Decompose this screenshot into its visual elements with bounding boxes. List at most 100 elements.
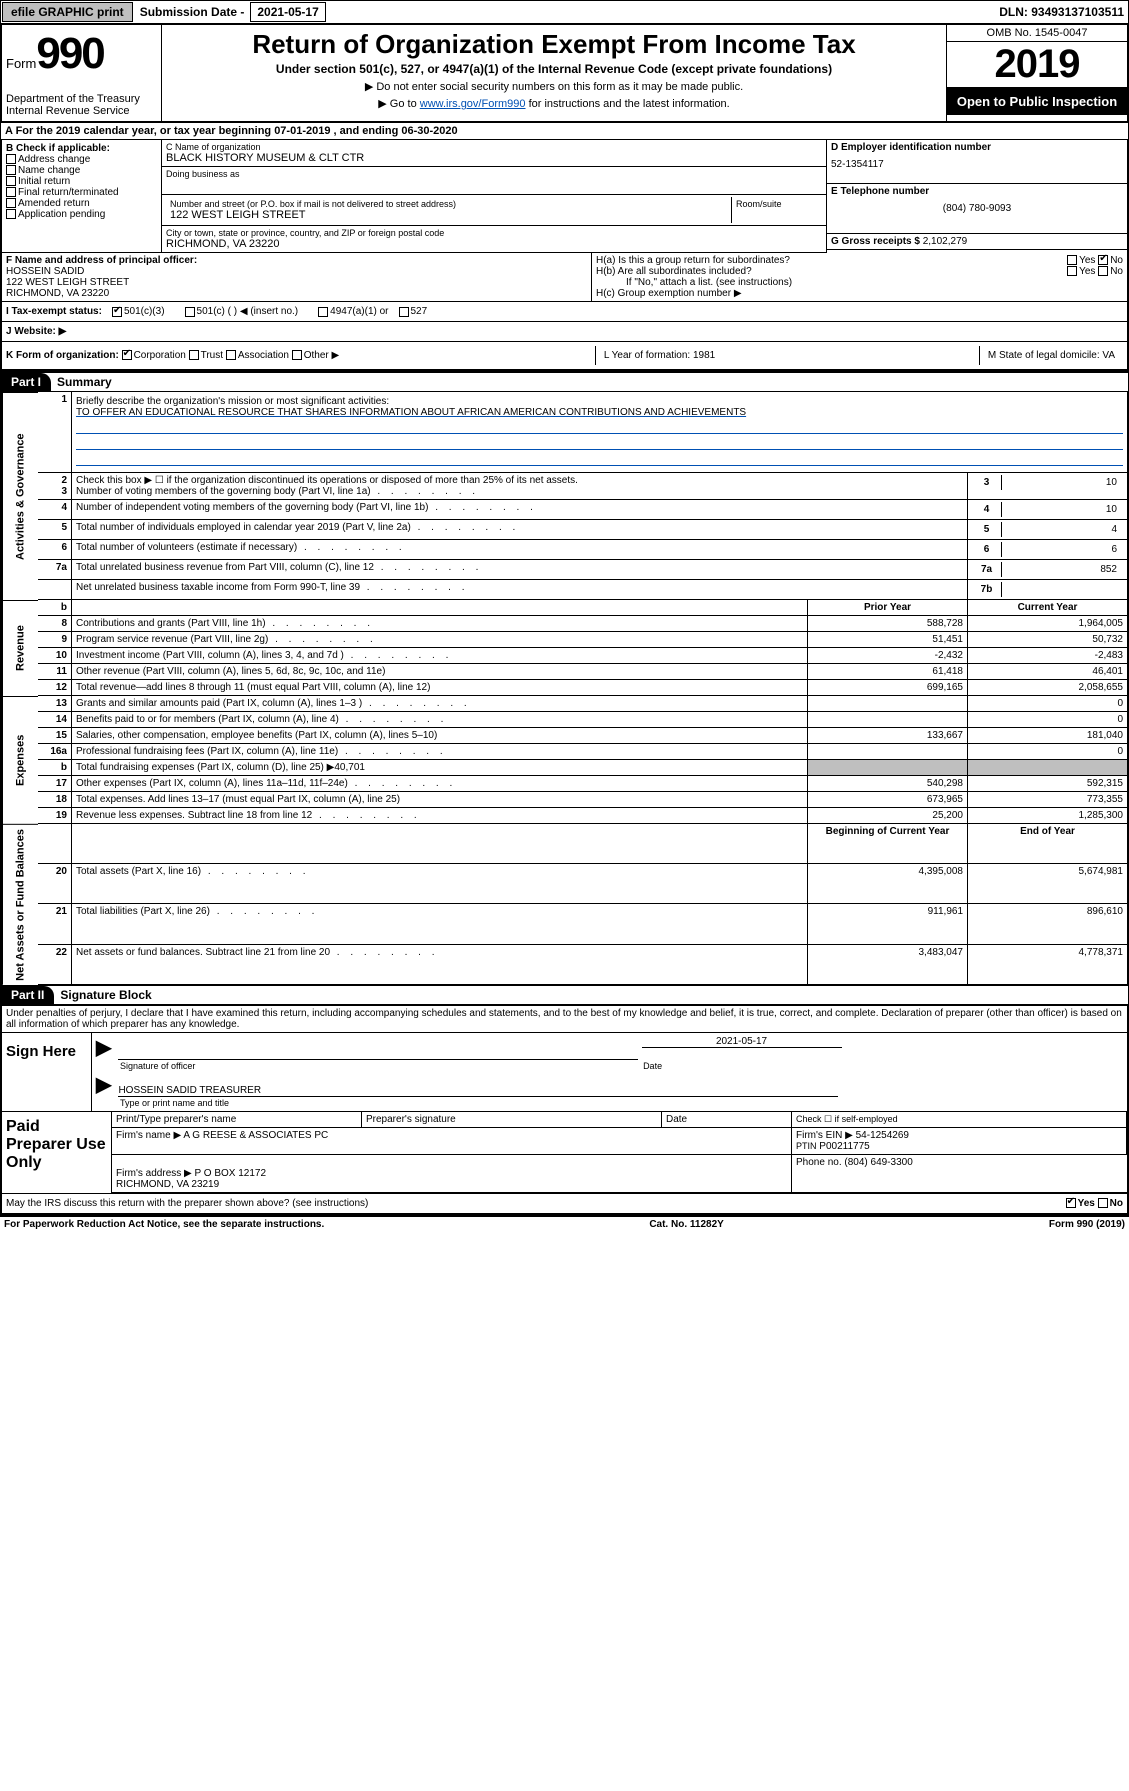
chk-other[interactable] <box>292 350 302 360</box>
chk-corp[interactable] <box>122 350 132 360</box>
discuss-yes[interactable] <box>1066 1198 1076 1208</box>
hc-label: H(c) Group exemption number ▶ <box>596 288 1123 299</box>
officer-addr: 122 WEST LEIGH STREET RICHMOND, VA 23220 <box>6 277 587 299</box>
ln5-val: 4 <box>1002 522 1123 537</box>
firm-addr-cell: Firm's address ▶ P O BOX 12172 RICHMOND,… <box>112 1155 792 1193</box>
state-domicile: M State of legal domicile: VA <box>979 346 1123 365</box>
form-number-cell: Form990 Department of the Treasury Inter… <box>2 25 162 121</box>
prep-sig-head: Preparer's signature <box>362 1112 662 1128</box>
paperwork-notice: For Paperwork Reduction Act Notice, see … <box>4 1219 324 1230</box>
irs-link[interactable]: www.irs.gov/Form990 <box>420 98 526 110</box>
form-word: Form <box>6 56 36 71</box>
rev-head-desc <box>72 600 807 616</box>
vlabel-revenue: Revenue <box>2 600 38 696</box>
l13-curr: 0 <box>967 696 1127 712</box>
discuss-row: May the IRS discuss this return with the… <box>2 1193 1127 1213</box>
efile-button[interactable]: efile GRAPHIC print <box>2 2 133 22</box>
part1-title: Summary <box>51 375 112 389</box>
firm-ein-cell: Firm's EIN ▶ 54-1254269 PTIN P00211775 <box>792 1128 1127 1155</box>
ln7b-val <box>1002 582 1123 597</box>
mission-text: TO OFFER AN EDUCATIONAL RESOURCE THAT SH… <box>76 407 1123 418</box>
firm-ein: 54-1254269 <box>856 1130 909 1141</box>
firm-phone: (804) 649-3300 <box>844 1157 912 1168</box>
website-row: J Website: ▶ <box>0 322 1129 342</box>
officer-label: F Name and address of principal officer: <box>6 255 587 266</box>
l8-curr: 1,964,005 <box>967 616 1127 632</box>
tax-year: 2019 <box>947 42 1127 88</box>
l16a-curr: 0 <box>967 744 1127 760</box>
part2-title: Signature Block <box>54 988 151 1002</box>
chk-address[interactable] <box>6 154 16 164</box>
year-formation: L Year of formation: 1981 <box>595 346 723 365</box>
l22-prior: 3,483,047 <box>807 945 967 985</box>
preparer-grid: Paid Preparer Use Only Print/Type prepar… <box>2 1111 1127 1193</box>
l21-curr: 896,610 <box>967 904 1127 944</box>
gross-label: G Gross receipts $ <box>831 236 923 247</box>
ha-no[interactable] <box>1098 255 1108 265</box>
chk-initial[interactable] <box>6 176 16 186</box>
k-row: K Form of organization: Corporation Trus… <box>0 342 1129 371</box>
ein-label: D Employer identification number <box>831 142 1123 153</box>
box-b: B Check if applicable: Address change Na… <box>2 140 162 253</box>
omb-number: OMB No. 1545-0047 <box>947 25 1127 42</box>
chk-501c3[interactable] <box>112 307 122 317</box>
chk-527[interactable] <box>399 307 409 317</box>
chk-pending[interactable] <box>6 209 16 219</box>
chk-501c[interactable] <box>185 307 195 317</box>
l12-prior: 699,165 <box>807 680 967 696</box>
street-address: 122 WEST LEIGH STREET <box>170 209 727 221</box>
department: Department of the Treasury Internal Reve… <box>6 93 157 117</box>
preparer-side: Paid Preparer Use Only <box>2 1112 112 1193</box>
firm-name: A G REESE & ASSOCIATES PC <box>183 1130 328 1141</box>
form-ref: Form 990 (2019) <box>1049 1219 1125 1230</box>
gross-receipts: 2,102,279 <box>923 236 968 247</box>
top-bar: efile GRAPHIC print Submission Date - 20… <box>0 0 1129 24</box>
submission-label: Submission Date - <box>134 3 251 21</box>
l10-curr: -2,483 <box>967 648 1127 664</box>
open-inspection: Open to Public Inspection <box>947 88 1127 115</box>
ha-yes[interactable] <box>1067 255 1077 265</box>
vlabel-netassets: Net Assets or Fund Balances <box>2 824 38 985</box>
officer-name: HOSSEIN SADID <box>6 266 587 277</box>
ln1-num: 1 <box>38 392 72 473</box>
header-right: OMB No. 1545-0047 2019 Open to Public In… <box>947 25 1127 121</box>
addr-label: Number and street (or P.O. box if mail i… <box>170 199 727 209</box>
l16b-curr <box>967 760 1127 776</box>
l19-curr: 1,285,300 <box>967 808 1127 824</box>
submission-date: 2021-05-17 <box>250 2 325 22</box>
box-b-label: B Check if applicable: <box>6 143 157 154</box>
l17-curr: 592,315 <box>967 776 1127 792</box>
org-name: BLACK HISTORY MUSEUM & CLT CTR <box>166 152 822 164</box>
chk-assoc[interactable] <box>226 350 236 360</box>
l13-prior <box>807 696 967 712</box>
hb-no[interactable] <box>1098 266 1108 276</box>
l22-curr: 4,778,371 <box>967 945 1127 985</box>
chk-trust[interactable] <box>189 350 199 360</box>
sig-officer-field[interactable] <box>118 1049 638 1060</box>
l8-prior: 588,728 <box>807 616 967 632</box>
arrow-icon: ▶ <box>96 1072 111 1097</box>
l20-prior: 4,395,008 <box>807 864 967 904</box>
l14-curr: 0 <box>967 712 1127 728</box>
box-c: C Name of organization BLACK HISTORY MUS… <box>162 140 827 253</box>
chk-final[interactable] <box>6 187 16 197</box>
address-row: Number and street (or P.O. box if mail i… <box>162 195 826 226</box>
l9-prior: 51,451 <box>807 632 967 648</box>
form-990: 990 <box>36 29 103 78</box>
dba-label: Doing business as <box>166 169 822 179</box>
hb-yes[interactable] <box>1067 266 1077 276</box>
sig-date: 2021-05-17 <box>642 1036 842 1048</box>
chk-4947[interactable] <box>318 307 328 317</box>
ln7a-num: 7a <box>38 560 72 580</box>
mission-area: Briefly describe the organization's miss… <box>72 392 1127 473</box>
vlabel-governance: Activities & Governance <box>2 392 38 600</box>
chk-name[interactable] <box>6 165 16 175</box>
chk-amended[interactable] <box>6 198 16 208</box>
l14-prior <box>807 712 967 728</box>
vlabel-expenses: Expenses <box>2 696 38 824</box>
info-grid: B Check if applicable: Address change Na… <box>0 140 1129 253</box>
ln6-num: 6 <box>38 540 72 560</box>
form-header: Form990 Department of the Treasury Inter… <box>0 24 1129 123</box>
l12-curr: 2,058,655 <box>967 680 1127 696</box>
discuss-no[interactable] <box>1098 1198 1108 1208</box>
